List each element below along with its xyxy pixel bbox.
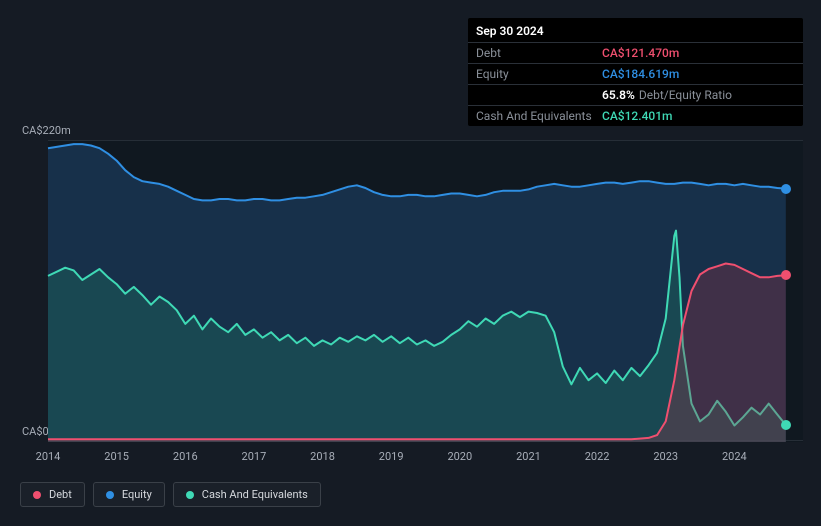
x-axis: 2014 2015 2016 2017 2018 2019 2020 2021 2022 2023…: [18, 450, 808, 468]
tooltip-equity-value: CA$184.619m: [602, 67, 679, 81]
legend-label: Equity: [122, 488, 152, 501]
debt-series: [48, 140, 803, 442]
x-tick: 2020: [447, 450, 472, 463]
chart-area: [18, 140, 803, 446]
tooltip-debt-label: Debt: [476, 46, 602, 60]
x-tick: 2014: [36, 450, 61, 463]
x-tick: 2015: [104, 450, 129, 463]
tooltip-cash-label: Cash And Equivalents: [476, 109, 602, 123]
chart-plot[interactable]: [48, 140, 803, 442]
y-axis-top-label: CA$220m: [22, 124, 71, 137]
equity-end-marker: [781, 184, 791, 194]
legend-dot-icon: [186, 491, 194, 499]
x-tick: 2016: [173, 450, 198, 463]
x-tick: 2023: [653, 450, 678, 463]
tooltip-ratio-pct: 65.8%: [602, 88, 635, 102]
x-tick: 2022: [585, 450, 610, 463]
tooltip-row-cash: Cash And Equivalents CA$12.401m: [468, 106, 803, 126]
tooltip-cash-value: CA$12.401m: [602, 109, 673, 123]
debt-end-marker: [781, 270, 791, 280]
legend-item-cash-and-equivalents[interactable]: Cash And Equivalents: [173, 482, 321, 507]
x-tick: 2018: [310, 450, 335, 463]
legend-item-equity[interactable]: Equity: [93, 482, 165, 507]
tooltip-row-ratio: 65.8% Debt/Equity Ratio: [468, 85, 803, 106]
legend: Debt Equity Cash And Equivalents: [20, 482, 321, 507]
legend-item-debt[interactable]: Debt: [20, 482, 85, 507]
tooltip-ratio-label: Debt/Equity Ratio: [639, 88, 732, 102]
tooltip-equity-label: Equity: [476, 67, 602, 81]
tooltip-row-equity: Equity CA$184.619m: [468, 64, 803, 85]
x-tick: 2017: [242, 450, 267, 463]
tooltip-debt-value: CA$121.470m: [602, 46, 679, 60]
legend-dot-icon: [106, 491, 114, 499]
tooltip-date: Sep 30 2024: [468, 18, 803, 43]
x-tick: 2019: [379, 450, 404, 463]
tooltip-row-debt: Debt CA$121.470m: [468, 43, 803, 64]
legend-label: Debt: [49, 488, 72, 501]
x-tick: 2024: [722, 450, 747, 463]
tooltip-ratio-spacer: [476, 88, 602, 102]
legend-dot-icon: [33, 491, 41, 499]
cash-end-marker: [781, 420, 791, 430]
tooltip-box: Sep 30 2024 Debt CA$121.470m Equity CA$1…: [468, 18, 803, 126]
x-tick: 2021: [516, 450, 541, 463]
legend-label: Cash And Equivalents: [202, 488, 308, 501]
